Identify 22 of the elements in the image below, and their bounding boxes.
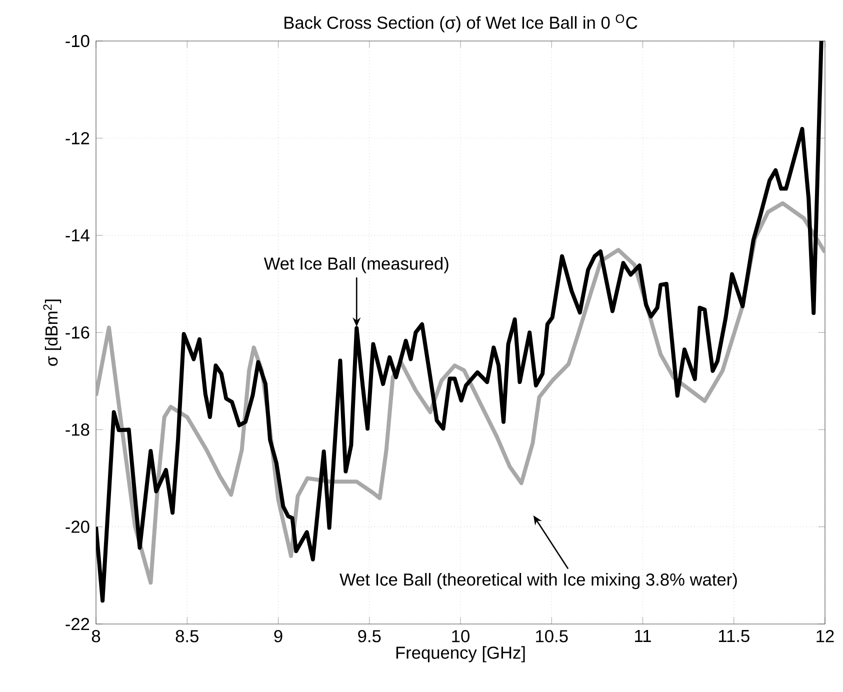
- x-tick-label: 8: [92, 630, 100, 642]
- x-tick-label: 11.5: [718, 630, 750, 642]
- line-series: [96, 40, 824, 603]
- x-tick-label: 8.5: [176, 630, 198, 642]
- chart-title: Back Cross Section (σ) of Wet Ice Ball in 0 $^{O}$C: [284, 14, 638, 32]
- x-axis-title: Frequency [GHz]: [396, 646, 525, 662]
- y-axis-title: σ [dBm$^{2}$]: [43, 300, 62, 366]
- y-tick-label: -22: [66, 618, 90, 630]
- y-tick-label: -20: [66, 520, 90, 533]
- annotation: Wet Ice Ball (theoretical with Ice mixing 3.8% water): [340, 572, 737, 590]
- x-tick-label: 12: [816, 630, 834, 642]
- x-tick-label: 9.5: [358, 630, 381, 642]
- x-tick-label: 10: [452, 630, 470, 642]
- y-tick-label: -14: [66, 229, 90, 242]
- y-tick-label: -10: [66, 34, 90, 48]
- x-tick-label: 11: [635, 630, 651, 642]
- y-tick-label: -18: [66, 424, 90, 436]
- y-tick-label: -16: [66, 326, 90, 339]
- y-tick-label: -12: [66, 132, 90, 144]
- x-tick-label: 9: [274, 630, 282, 642]
- x-tick-label: 10.5: [536, 630, 568, 642]
- annotation: Wet Ice Ball (measured): [264, 257, 448, 274]
